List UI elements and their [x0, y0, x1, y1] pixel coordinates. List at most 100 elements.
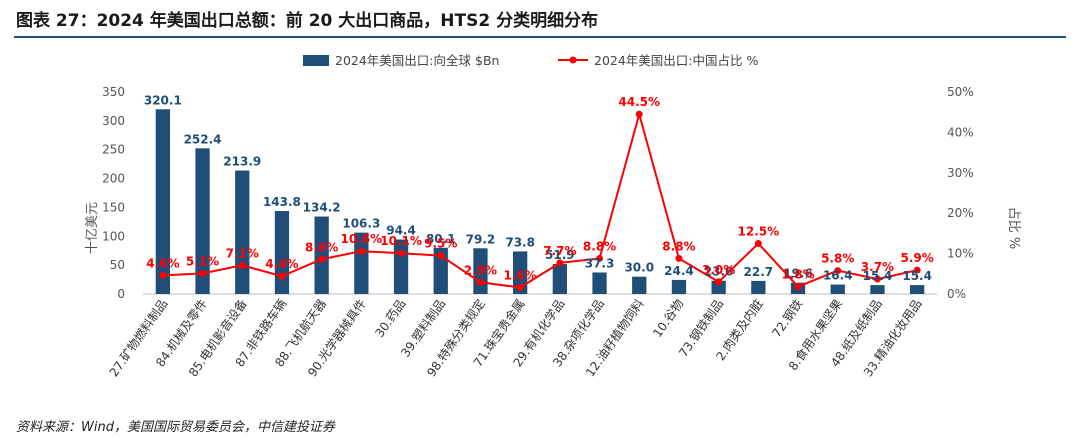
- bar: [592, 272, 607, 294]
- y2-tick-label: 0%: [947, 287, 966, 301]
- line-data-label: 2.9%: [464, 263, 497, 277]
- bar: [314, 216, 329, 294]
- line-data-label: 44.5%: [618, 95, 660, 109]
- line-data-label: 7.7%: [543, 244, 576, 258]
- line-point: [596, 254, 604, 262]
- bar: [235, 170, 250, 294]
- x-tick-label: 30.药品: [372, 297, 408, 340]
- bar: [711, 280, 726, 294]
- bar: [433, 247, 448, 294]
- line-point: [675, 254, 683, 262]
- bar-data-label: 143.8: [263, 195, 301, 209]
- line-point: [834, 267, 842, 275]
- line-data-label: 12.5%: [738, 225, 780, 239]
- y-tick-label: 150: [102, 200, 125, 214]
- line-data-label: 8.6%: [305, 240, 338, 254]
- y-tick-label: 0: [117, 287, 125, 301]
- bar-data-label: 79.2: [466, 232, 496, 246]
- line-data-label: 1.8%: [781, 268, 814, 282]
- line-point: [715, 278, 723, 286]
- line-point: [318, 255, 326, 263]
- bar-data-label: 94.4: [386, 224, 416, 238]
- y-tick-label: 200: [102, 172, 125, 186]
- bar: [552, 264, 567, 294]
- line-data-label: 4.4%: [265, 257, 298, 271]
- bar-data-label: 23.0: [704, 265, 734, 279]
- legend-line-label: 2024年美国出口:中国占比 %: [594, 53, 758, 68]
- y2-tick-label: 40%: [947, 125, 974, 139]
- x-tick-label: 10.谷物: [650, 297, 686, 340]
- line-data-label: 5.9%: [901, 251, 934, 265]
- line-data-label: 5.1%: [186, 254, 219, 268]
- legend-bar-swatch: [303, 55, 329, 66]
- china-share-line: [162, 110, 918, 289]
- line-data-label: 8.8%: [583, 239, 616, 253]
- bar: [830, 284, 845, 294]
- legend-bar-label: 2024年美国出口:向全球 $Bn: [335, 53, 499, 68]
- legend-line-marker: [569, 56, 577, 64]
- bar-data-label: 16.4: [823, 269, 853, 283]
- bar-data-label: 213.9: [223, 155, 261, 169]
- y-tick-label: 50: [110, 258, 125, 272]
- title-divider: [14, 36, 1066, 38]
- line-point: [913, 266, 921, 274]
- bar-data-label: 320.1: [144, 93, 182, 107]
- plot-area: 0 50 100 150 200 250 300 350 0% 10% 20% 30% 40% 50% 32…: [102, 85, 974, 379]
- line-data-label: 5.8%: [821, 252, 854, 266]
- line-point: [357, 247, 365, 255]
- line-point: [635, 110, 643, 118]
- bar: [632, 276, 647, 294]
- line-data-label: 3.0%: [702, 263, 735, 277]
- line-data-label: 9.5%: [424, 237, 457, 251]
- bar-data-label: 15.4: [863, 269, 893, 283]
- line-point: [754, 240, 762, 247]
- y2-tick-label: 20%: [947, 206, 974, 220]
- chart: 2024年美国出口:向全球 $Bn 2024年美国出口:中国占比 % 十亿美元 …: [85, 53, 1021, 379]
- line-data-label: 7.1%: [226, 246, 259, 260]
- line-point: [437, 252, 445, 260]
- bar-data-label: 19.6: [783, 267, 813, 281]
- bar-data-label: 15.4: [902, 269, 932, 283]
- x-tick-label: 72.钢铁: [769, 297, 805, 340]
- source-note: 资料来源：Wind，美国国际贸易委员会，中信建投证券: [16, 420, 335, 435]
- bar: [274, 211, 290, 294]
- bar: [671, 279, 687, 294]
- y-tick-label: 250: [102, 143, 125, 157]
- bar-data-label: 51.9: [545, 248, 575, 262]
- y2-tick-label: 30%: [947, 166, 974, 180]
- legend: 2024年美国出口:向全球 $Bn 2024年美国出口:中国占比 %: [303, 53, 758, 68]
- line-point: [397, 249, 405, 257]
- line-data-label: 10.1%: [380, 234, 422, 248]
- bar-data-label: 106.3: [342, 217, 380, 231]
- bar-data-label: 37.3: [585, 256, 615, 270]
- bar: [354, 232, 369, 294]
- bar-data-label: 22.7: [744, 265, 774, 279]
- bar: [195, 148, 210, 294]
- bar-data-label: 30.0: [624, 261, 654, 275]
- bar-data-label: 134.2: [303, 201, 341, 215]
- line-data-label: 1.6%: [504, 269, 537, 283]
- line-point: [476, 278, 484, 286]
- y2-tick-label: 50%: [947, 85, 974, 99]
- bar-data-label: 73.8: [505, 235, 535, 249]
- bar: [513, 251, 528, 294]
- bar: [910, 285, 925, 294]
- line-point: [556, 259, 564, 267]
- line-point: [159, 271, 167, 279]
- line-data-label: 4.6%: [146, 256, 179, 270]
- y-tick-label: 350: [102, 85, 125, 99]
- y2-tick-label: 10%: [947, 247, 974, 261]
- line-point: [794, 283, 802, 291]
- line-data-label: 10.6%: [341, 232, 383, 246]
- line-point: [516, 284, 524, 292]
- bar: [870, 285, 885, 294]
- bar: [751, 280, 766, 294]
- line-data-label: 8.8%: [662, 239, 695, 253]
- y-tick-label: 100: [102, 229, 125, 243]
- y2-axis-title: 占比 %: [1006, 207, 1021, 250]
- line-point: [199, 269, 207, 277]
- line-data-label: 3.7%: [861, 260, 894, 274]
- y-tick-label: 300: [102, 114, 125, 128]
- y-axis-title: 十亿美元: [85, 202, 100, 254]
- line-point: [238, 261, 246, 269]
